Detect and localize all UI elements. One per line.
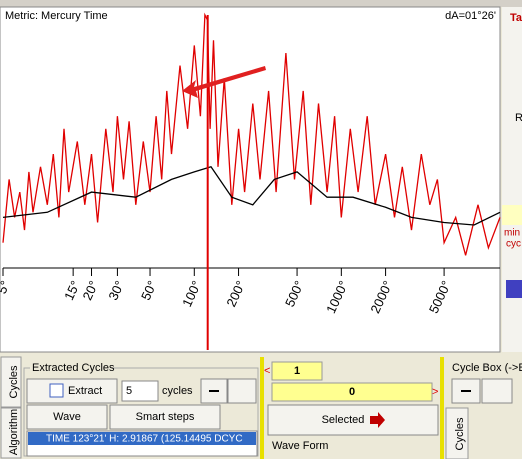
- side-label: cyc: [506, 239, 521, 250]
- button-label: Wave: [53, 411, 81, 423]
- chart-area: [0, 6, 501, 353]
- field[interactable]: [271, 382, 433, 402]
- side-panel: [502, 7, 522, 352]
- tab-label: Cycles: [454, 417, 466, 451]
- side-label: Ta: [510, 12, 522, 24]
- tab-label: Cycles: [8, 365, 20, 399]
- smart-button[interactable]: [109, 404, 221, 430]
- list-item: TIME 123°21' H: 2.91867 (125.14495 DCYC: [46, 434, 243, 445]
- button-label: Smart steps: [136, 411, 195, 423]
- series-line: [2, 12, 501, 256]
- group-label: Cycle Box (->E: [452, 362, 522, 374]
- count-unit: cycles: [162, 385, 193, 397]
- button-label: Selected: [322, 414, 365, 426]
- side-label: R: [515, 112, 522, 124]
- tab[interactable]: [0, 407, 22, 459]
- tool-button[interactable]: [481, 378, 513, 404]
- count-value: 5: [126, 385, 132, 397]
- divider: [260, 357, 264, 459]
- metric-label: Metric: Mercury Time: [5, 10, 108, 22]
- icon: [49, 383, 64, 398]
- wave-button[interactable]: [26, 404, 108, 430]
- series-line: [2, 166, 501, 226]
- prev[interactable]: <: [264, 365, 270, 377]
- arrow: [182, 66, 266, 98]
- group-label: Extracted Cycles: [32, 362, 115, 374]
- field-value: 0: [349, 386, 355, 398]
- next[interactable]: >: [432, 386, 438, 398]
- icon: [370, 412, 385, 428]
- side-yellow: [502, 205, 522, 225]
- group-bg: [30, 361, 112, 373]
- side-swatch: [506, 280, 522, 298]
- count-input[interactable]: [121, 380, 159, 402]
- tab-label: Algorithm: [8, 409, 20, 455]
- list-item-bg[interactable]: [28, 432, 256, 445]
- tab[interactable]: [0, 356, 22, 408]
- group-label: Wave Form: [272, 440, 328, 452]
- selected-button[interactable]: [267, 404, 439, 436]
- field-value: 1: [294, 365, 300, 377]
- da-label: dA=01°26': [445, 10, 496, 22]
- extract-label: Extract: [68, 385, 102, 397]
- side-label: min: [504, 228, 520, 239]
- field[interactable]: [271, 361, 323, 381]
- toolbar: [0, 0, 522, 7]
- divider: [440, 357, 444, 459]
- tool-button[interactable]: [227, 378, 257, 404]
- extract-button[interactable]: [26, 378, 118, 404]
